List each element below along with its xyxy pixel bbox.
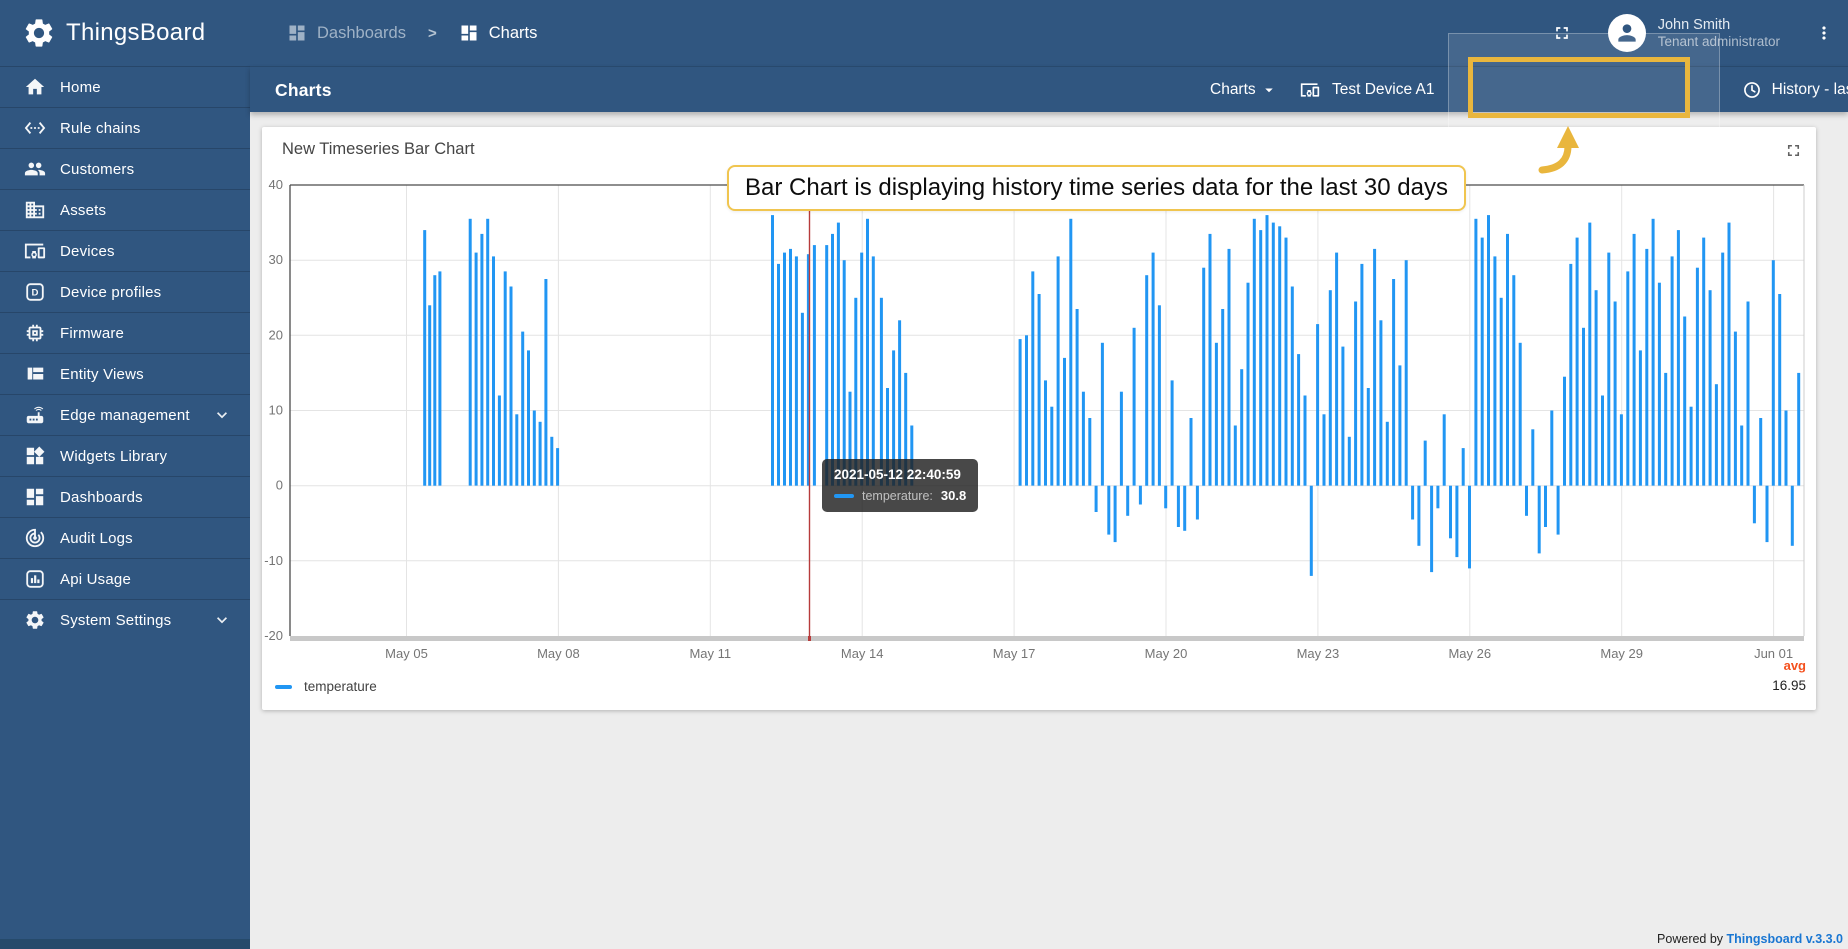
legend-avg-value: 16.95 [1772,677,1806,693]
dashboard-icon [289,25,305,41]
sidebar-item-devices[interactable]: Devices [0,230,250,271]
thingsboard-version-link[interactable]: Thingsboard v.3.3.0 [1726,932,1843,946]
svg-text:-10: -10 [264,553,283,568]
audit-logs-icon [25,528,45,548]
sidebar-item-entity-views[interactable]: Entity Views [0,353,250,394]
api-usage-icon [26,570,44,588]
content-area: New Timeseries Bar Chart 40 30 20 10 0 -10 -20… [250,112,1848,949]
svg-text:May 29: May 29 [1600,646,1643,661]
legend-avg-label: avg [1783,658,1806,673]
caret-down-icon [1264,88,1273,93]
rule-chains-icon [24,122,46,134]
svg-text:30: 30 [269,252,283,267]
svg-text:20: 20 [269,327,283,342]
sidebar-nav: Home Rule chains Customers Assets Device… [0,66,250,640]
device-profiles-icon: D [26,283,44,301]
svg-text:-20: -20 [264,628,283,643]
user-name: John Smith [1657,16,1731,33]
widget-title: New Timeseries Bar Chart [282,140,475,158]
settings-icon [26,611,44,629]
sidebar-item-audit-logs[interactable]: Audit Logs [0,517,250,558]
widget-expand-button[interactable] [1778,135,1808,165]
breadcrumb-dashboards[interactable]: Dashboards [287,23,406,43]
sidebar-item-api-usage[interactable]: Api Usage [0,558,250,599]
entity-views-icon [27,367,44,380]
svg-text:May 17: May 17 [993,646,1036,661]
svg-text:May 14: May 14 [841,646,884,661]
customers-icon [24,162,46,176]
dashboard-icon [461,25,477,41]
sidebar-bottom-strip [0,939,250,949]
entity-alias-button[interactable]: Test Device A1 [1300,67,1435,113]
firmware-icon [26,324,44,342]
sidebar-item-edge-management[interactable]: Edge management [0,394,250,435]
widgets-icon [26,446,45,465]
dashboards-icon [26,488,44,506]
svg-text:May 05: May 05 [385,646,428,661]
sidebar-item-dashboards[interactable]: Dashboards [0,476,250,517]
more-menu-button[interactable] [1806,13,1842,53]
svg-text:May 08: May 08 [537,646,580,661]
svg-text:Jun 01: Jun 01 [1754,646,1793,661]
dashboard-title: Charts [275,79,332,100]
devices-icon [1300,83,1320,97]
dashboard-toolbar: Charts Charts Test Device A1 History - l… [250,66,1848,112]
fullscreen-button[interactable] [1542,13,1582,53]
breadcrumb-charts[interactable]: Charts [459,23,537,43]
entity-alias-label: Test Device A1 [1332,81,1435,98]
chart-widget-card: New Timeseries Bar Chart 40 30 20 10 0 -10 -20… [262,127,1816,710]
expand-icon [1787,144,1799,156]
sidebar-item-rule-chains[interactable]: Rule chains [0,107,250,148]
user-info: John Smith Tenant administrator [1658,16,1780,51]
clock-icon [1743,82,1760,98]
svg-text:0: 0 [276,478,283,493]
svg-text:May 11: May 11 [689,646,731,661]
legend-series-label: temperature [304,679,377,694]
home-icon [25,78,45,95]
app-name: ThingsBoard [66,19,206,46]
sidebar: ThingsBoard Home Rule chains Customers A… [0,0,250,949]
user-avatar[interactable] [1607,14,1646,52]
user-role: Tenant administrator [1657,33,1780,49]
sidebar-item-widgets-library[interactable]: Widgets Library [0,435,250,476]
app-logo[interactable]: ThingsBoard [0,0,250,66]
sidebar-item-system-settings[interactable]: System Settings [0,599,250,640]
svg-text:D: D [32,288,39,299]
timewindow-button[interactable]: History - last 30 days [1720,67,1848,113]
top-header: Dashboards > Charts John Smith Tenant ad… [250,0,1848,66]
svg-text:May 20: May 20 [1145,646,1188,661]
sidebar-item-device-profiles[interactable]: D Device profiles [0,271,250,312]
svg-text:40: 40 [269,177,283,192]
svg-text:May 26: May 26 [1448,646,1491,661]
powered-by: Powered by Thingsboard v.3.3.0 [1657,932,1843,946]
sidebar-item-assets[interactable]: Assets [0,189,250,230]
person-icon [1618,24,1636,42]
svg-text:10: 10 [269,403,283,418]
assets-icon [25,201,45,219]
breadcrumb-separator: > [427,24,437,42]
svg-text:May 23: May 23 [1297,646,1340,661]
series-swatch [275,684,292,689]
sidebar-item-customers[interactable]: Customers [0,148,250,189]
edge-management-icon [26,406,44,424]
more-vert-icon [1822,26,1826,40]
fullscreen-icon [1555,27,1568,39]
breadcrumb: Dashboards > Charts [287,0,537,66]
timewindow-label: History - last 30 days [1771,81,1848,98]
sidebar-item-firmware[interactable]: Firmware [0,312,250,353]
legend-aggregation: avg 16.95 [1772,657,1806,695]
header-actions: John Smith Tenant administrator [1542,0,1848,66]
chevron-down-icon[interactable] [212,610,232,630]
tour-callout: Bar Chart is displaying history time ser… [727,165,1466,211]
legend-series-toggle[interactable]: temperature [275,679,377,694]
devices-icon [24,243,46,259]
bar-chart-plot[interactable]: 40 30 20 10 0 -10 -20 May 05 May 08 May 11 May 14 M… [262,127,1816,710]
dashboard-state-select[interactable]: Charts [1210,67,1278,113]
sidebar-item-home[interactable]: Home [0,66,250,107]
thingsboard-logo-icon [25,19,53,47]
chevron-down-icon[interactable] [212,405,232,425]
